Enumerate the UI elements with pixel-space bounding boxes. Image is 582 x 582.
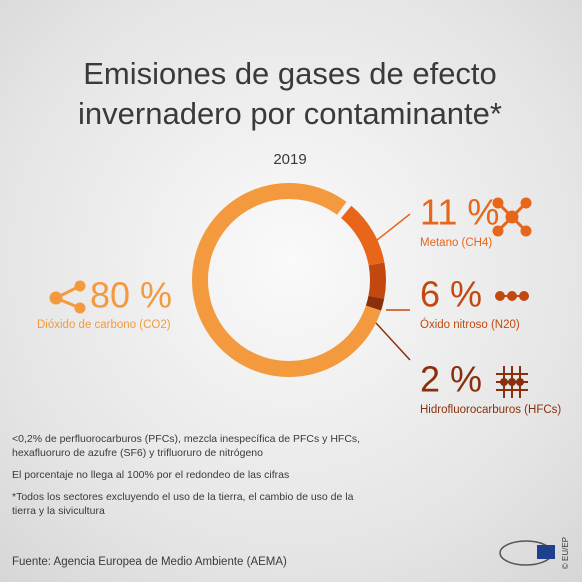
- hfc-icon: [496, 366, 528, 398]
- co2-icon: [49, 280, 86, 314]
- note: <0,2% de perfluorocarburos (PFCs), mezcl…: [12, 433, 361, 459]
- category-label: Metano (CH4): [420, 237, 492, 249]
- category-label: Óxido nitroso (N20): [420, 318, 520, 331]
- n2o-icon: [495, 291, 529, 301]
- subtitle: 2019: [273, 151, 306, 168]
- connector: [371, 213, 411, 245]
- value-label: 11 %: [420, 192, 499, 233]
- donut-segment: [341, 205, 385, 266]
- methane-icon: [492, 197, 532, 237]
- value-label: 6 %: [420, 274, 482, 315]
- value-label: 2 %: [420, 359, 482, 400]
- category-label: Hidrofluorocarburos (HFCs): [420, 404, 561, 416]
- title-line: Emisiones de gases de efecto: [83, 56, 497, 91]
- connector: [375, 322, 411, 361]
- note: El porcentaje no llega al 100% por el re…: [12, 469, 290, 481]
- source: Fuente: Agencia Europea de Medio Ambient…: [12, 556, 287, 568]
- category-label: Dióxido de carbono (CO2): [37, 319, 171, 331]
- donut-segment: [365, 295, 385, 311]
- notes: <0,2% de perfluorocarburos (PFCs), mezcl…: [12, 432, 362, 526]
- credit: © EU/EP: [561, 537, 570, 569]
- donut-segment: [368, 262, 386, 299]
- title-line: invernadero por contaminante*: [78, 96, 502, 131]
- eu-logo: © EU/EP: [499, 537, 570, 569]
- value-label: 80 %: [90, 275, 172, 316]
- note: *Todos los sectores excluyendo el uso de…: [12, 491, 354, 517]
